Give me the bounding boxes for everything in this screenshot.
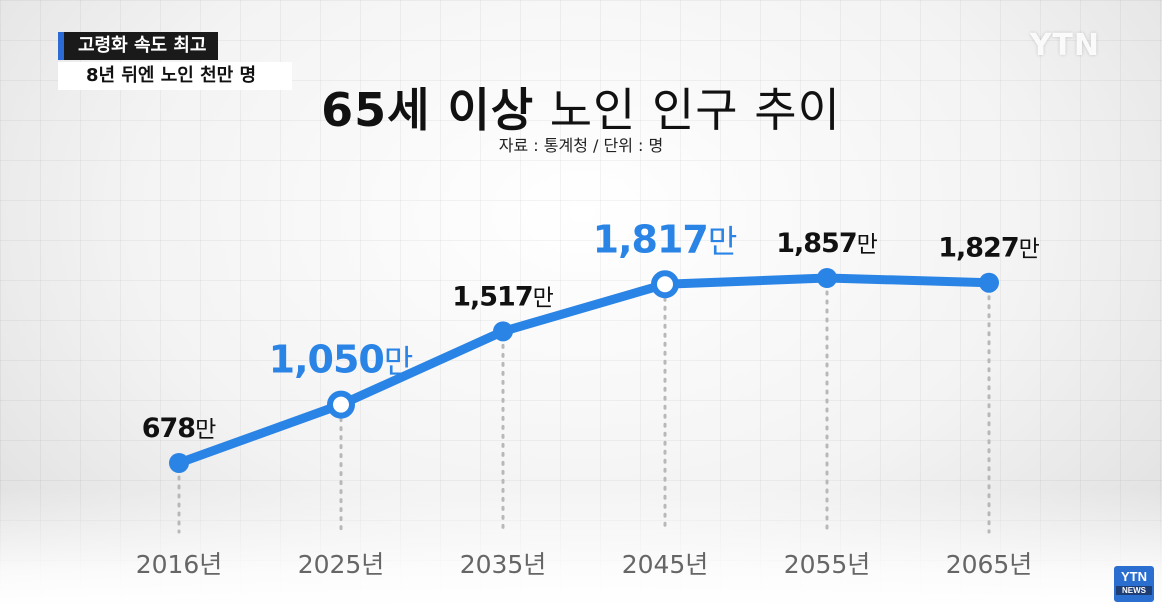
data-point-1 (327, 390, 355, 419)
badge-bottom-text: NEWS (1116, 586, 1152, 595)
chart-subtitle: 자료 : 통계청 / 단위 : 명 (498, 136, 664, 155)
x-tick-label-1: 2025년 (298, 550, 385, 579)
x-tick-label-5: 2065년 (946, 550, 1033, 579)
ytn-watermark-logo: YTN (1029, 28, 1100, 63)
chart-title-bold: 65세 이상 (321, 83, 535, 137)
background-floor (0, 488, 1162, 608)
badge-top-text: YTN (1121, 569, 1147, 584)
chart-title: 65세 이상 노인 인구 추이 (0, 74, 1162, 140)
series-line (174, 273, 994, 468)
caption-subline: 8년 뒤엔 노인 천만 명 (58, 62, 292, 90)
ytn-news-badge: YTN NEWS (1114, 566, 1154, 602)
x-tick-label-3: 2045년 (622, 550, 709, 579)
data-label-3: 1,817만 (593, 217, 738, 261)
data-point-3 (651, 270, 679, 299)
data-point-0 (169, 453, 189, 473)
data-point-4 (817, 268, 837, 288)
chart-title-normal: 노인 인구 추이 (549, 83, 841, 137)
x-tick-label-4: 2055년 (784, 550, 871, 579)
data-label-0: 678만 (142, 413, 217, 444)
x-tick-label-0: 2016년 (136, 550, 223, 579)
data-label-2: 1,517만 (452, 281, 554, 312)
news-caption: 고령화 속도 최고 8년 뒤엔 노인 천만 명 (58, 32, 292, 90)
data-label-5: 1,827만 (938, 233, 1040, 264)
data-point-5 (979, 272, 999, 293)
data-point-2 (493, 321, 513, 342)
data-label-4: 1,857만 (776, 228, 878, 259)
x-tick-label-2: 2035년 (460, 550, 547, 579)
caption-headline: 고령화 속도 최고 (58, 32, 219, 60)
data-label-1: 1,050만 (269, 338, 414, 382)
